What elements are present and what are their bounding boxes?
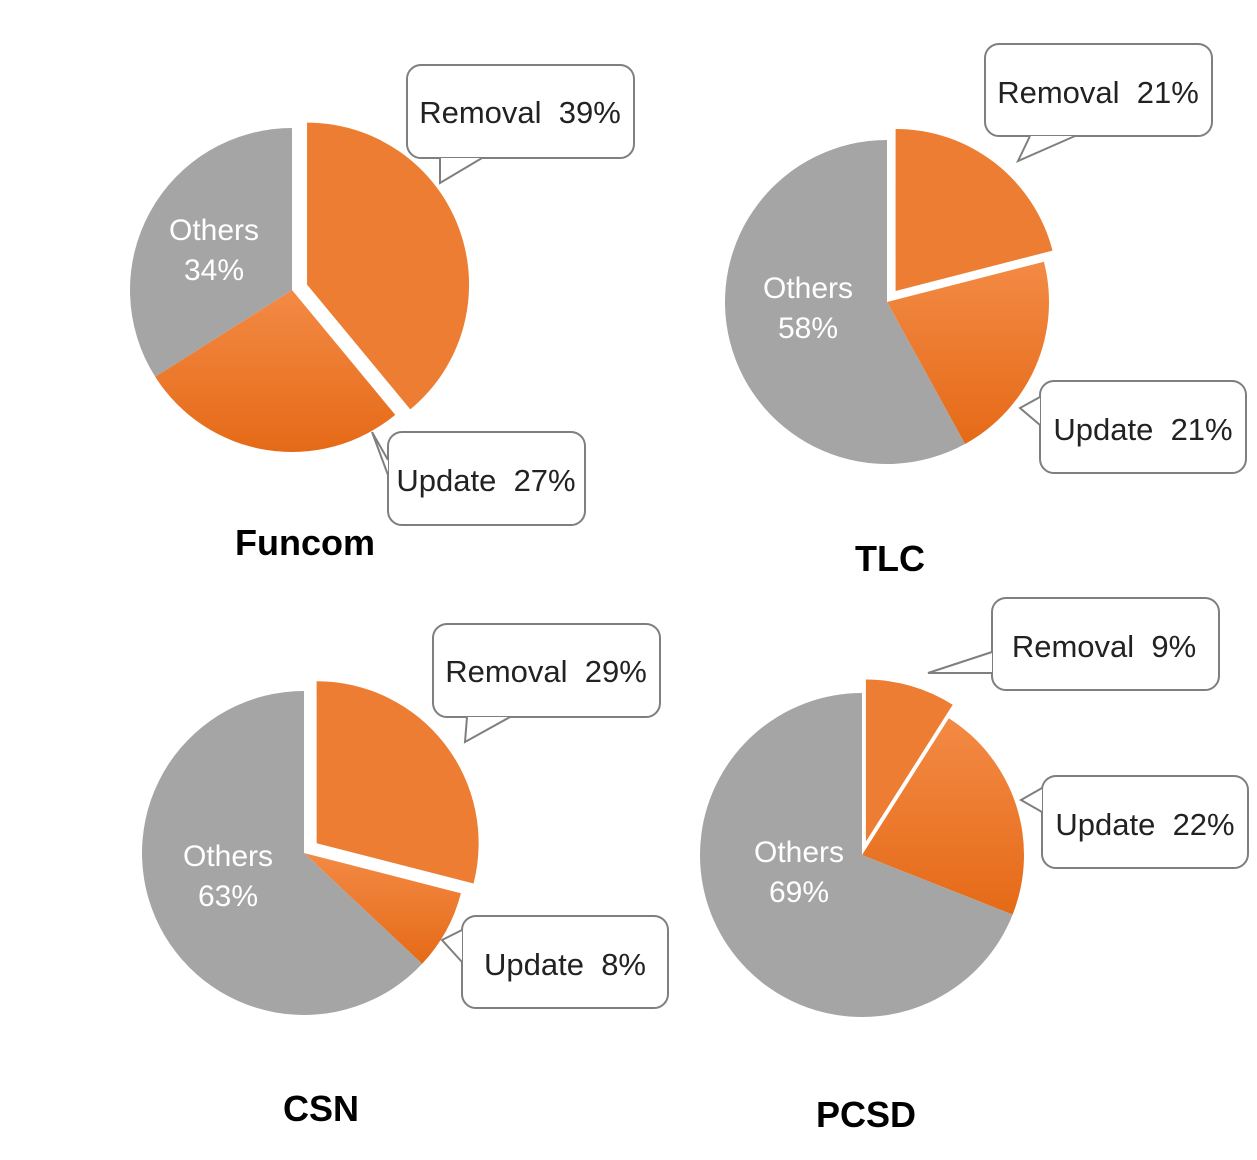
callout-label-update: Update 8% (484, 947, 646, 982)
slice-label-others: Others 69% (754, 836, 844, 909)
slice-label-others: Others 58% (763, 272, 853, 345)
pie-slice-removal (307, 122, 470, 410)
pie-slice-update (304, 853, 461, 964)
pie-slice-others (724, 140, 966, 464)
callout-pointer (371, 431, 389, 476)
pie-chart-funcom: Others 34% Removal 39% Update 27% Funcom (130, 64, 635, 563)
callout-box (991, 597, 1220, 691)
callout-pointer (1018, 787, 1043, 813)
pie-chart-pcsd: Others 69% Removal 9% Update 22% PCSD (699, 597, 1249, 1135)
pie-slice-others (130, 128, 292, 377)
callout-update: Update 22% (1018, 775, 1249, 869)
callout-label-removal: Removal 39% (419, 95, 621, 130)
pie-slice-others (142, 691, 423, 1016)
callout-label-removal: Removal 29% (445, 654, 647, 689)
chart-title: Funcom (235, 522, 375, 563)
callout-update: Update 8% (440, 915, 669, 1009)
callout-label-update: Update 22% (1055, 807, 1234, 842)
callout-pointer (1015, 135, 1076, 163)
callout-label-update: Update 27% (396, 463, 575, 498)
callout-pointer (463, 716, 511, 744)
callout-label-update: Update 21% (1053, 412, 1232, 447)
pie-slice-update (155, 290, 396, 452)
pie-slice-removal (895, 128, 1053, 291)
slice-label-others: Others 34% (169, 214, 259, 287)
callout-update: Update 21% (1018, 380, 1247, 474)
callout-pointer-fill (1020, 397, 1040, 425)
pie-chart-csn: Others 63% Removal 29% Update 8% CSN (142, 623, 669, 1129)
pie-slice-others (699, 693, 1013, 1017)
pie-slice-update (887, 261, 1049, 444)
callout-box (1039, 380, 1247, 474)
chart-title: PCSD (816, 1094, 916, 1135)
callout-box (406, 64, 635, 159)
callout-pointer (927, 651, 993, 674)
pie-slice-removal (865, 679, 953, 842)
callout-box (984, 43, 1213, 137)
callout-label-removal: Removal 21% (997, 75, 1199, 110)
callout-removal: Removal 9% (927, 597, 1220, 691)
callout-removal: Removal 39% (406, 64, 635, 185)
chart-title: TLC (855, 538, 925, 579)
callout-removal: Removal 29% (432, 623, 661, 744)
pie-slice-update (862, 718, 1024, 915)
pie-chart-tlc: Others 58% Removal 21% Update 21% TLC (724, 43, 1247, 579)
chart-title: CSN (283, 1088, 359, 1129)
callout-label-removal: Removal 9% (1012, 629, 1196, 664)
callout-removal: Removal 21% (984, 43, 1213, 163)
callout-pointer-fill (1021, 788, 1042, 812)
slice-label-others: Others 63% (183, 840, 273, 913)
callout-box (387, 431, 586, 526)
callout-update: Update 27% (371, 431, 586, 526)
callout-box (1041, 775, 1249, 869)
callout-pointer (1018, 396, 1041, 426)
callout-pointer (439, 157, 483, 185)
callout-pointer (440, 929, 463, 963)
callout-box (432, 623, 661, 718)
pie-slice-removal (316, 681, 479, 884)
